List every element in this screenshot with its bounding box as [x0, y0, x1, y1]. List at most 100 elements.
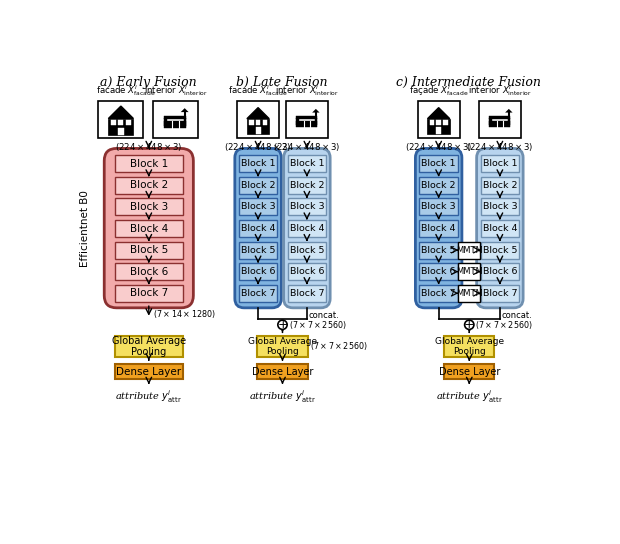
Text: +: + — [464, 318, 474, 331]
Text: Block 6: Block 6 — [130, 267, 168, 277]
Bar — [262, 120, 267, 125]
Text: MMTM: MMTM — [456, 245, 482, 255]
Text: Block 6: Block 6 — [290, 267, 324, 276]
Text: $(7 \times 7 \times 2560)$: $(7 \times 7 \times 2560)$ — [476, 319, 533, 331]
Bar — [239, 156, 278, 172]
Bar — [419, 199, 458, 215]
Text: interior $X^i_{\mathrm{interior}}$: interior $X^i_{\mathrm{interior}}$ — [468, 83, 532, 97]
Polygon shape — [247, 108, 269, 119]
Text: concat.: concat. — [309, 311, 339, 320]
Bar — [458, 242, 480, 258]
Bar — [255, 127, 260, 133]
Bar — [115, 220, 183, 237]
Text: Block 7: Block 7 — [482, 289, 517, 298]
Text: facade $X^i_{\mathrm{facade}}$: facade $X^i_{\mathrm{facade}}$ — [95, 83, 156, 97]
Text: attribute $y^i_{\mathrm{attr}}$: attribute $y^i_{\mathrm{attr}}$ — [436, 388, 503, 405]
Bar — [115, 156, 183, 172]
Text: Block 2: Block 2 — [290, 181, 324, 190]
Text: c) Intermediate Fusion: c) Intermediate Fusion — [396, 76, 541, 89]
Bar — [239, 199, 278, 215]
Text: Block 5: Block 5 — [130, 245, 168, 255]
Bar — [115, 242, 183, 258]
Text: Block 1: Block 1 — [241, 159, 275, 168]
Text: $(224 \times 448 \times 3)$: $(224 \times 448 \times 3)$ — [466, 141, 534, 153]
Bar — [315, 118, 317, 126]
Bar — [288, 220, 326, 237]
Bar — [419, 242, 458, 258]
Text: $(224 \times 448 \times 3)$: $(224 \times 448 \times 3)$ — [273, 141, 340, 153]
Text: Block 4: Block 4 — [422, 224, 456, 233]
Text: Dense Layer: Dense Layer — [438, 367, 500, 377]
Bar — [118, 128, 123, 135]
Text: Global Average
Pooling: Global Average Pooling — [248, 337, 317, 356]
Text: Block 4: Block 4 — [482, 224, 517, 233]
Text: Block 1: Block 1 — [422, 159, 456, 168]
Text: Block 6: Block 6 — [422, 267, 456, 276]
Bar — [115, 364, 183, 380]
Bar — [443, 120, 448, 125]
Text: Block 2: Block 2 — [130, 181, 168, 190]
FancyBboxPatch shape — [235, 149, 281, 308]
Text: $(224 \times 448 \times 3)$: $(224 \times 448 \times 3)$ — [405, 141, 472, 153]
Text: Block 3: Block 3 — [241, 202, 275, 212]
Bar — [239, 177, 278, 194]
Bar — [296, 118, 299, 126]
Polygon shape — [180, 108, 188, 112]
Bar — [99, 102, 143, 138]
Bar — [489, 121, 510, 127]
Text: Block 4: Block 4 — [130, 224, 168, 233]
Text: $(224 \times 448 \times 3)$: $(224 \times 448 \times 3)$ — [115, 141, 182, 153]
Text: Block 3: Block 3 — [130, 202, 168, 212]
FancyBboxPatch shape — [104, 149, 193, 308]
Bar — [237, 102, 279, 138]
Text: Block 5: Block 5 — [241, 245, 275, 255]
Text: Dense Layer: Dense Layer — [116, 367, 182, 377]
Bar — [249, 120, 254, 125]
Text: Block 2: Block 2 — [241, 181, 275, 190]
Text: Block 2: Block 2 — [422, 181, 456, 190]
Bar — [436, 120, 441, 125]
Bar — [164, 116, 187, 119]
Bar — [257, 336, 308, 357]
Text: façade $X^i_{\mathrm{facade}}$: façade $X^i_{\mathrm{facade}}$ — [409, 83, 469, 97]
Bar — [108, 119, 133, 135]
Bar — [247, 119, 269, 133]
Bar — [184, 118, 187, 126]
Bar — [239, 263, 278, 280]
Text: Block 3: Block 3 — [422, 202, 456, 212]
FancyBboxPatch shape — [283, 149, 330, 308]
Bar — [115, 285, 183, 302]
Text: $(7 \times 7 \times 2560)$: $(7 \times 7 \times 2560)$ — [289, 319, 347, 331]
Bar — [480, 220, 520, 237]
Text: concat.: concat. — [502, 311, 532, 320]
Text: Dense Layer: Dense Layer — [252, 367, 313, 377]
Bar — [115, 199, 183, 215]
Text: Block 1: Block 1 — [290, 159, 324, 168]
Polygon shape — [505, 109, 513, 113]
Bar — [115, 336, 183, 357]
Bar — [115, 177, 183, 194]
Bar — [480, 177, 520, 194]
Bar — [286, 102, 328, 138]
Bar — [164, 121, 187, 128]
Text: $(7 \times 7 \times 2560)$: $(7 \times 7 \times 2560)$ — [310, 341, 368, 353]
Bar — [479, 102, 521, 138]
Text: $(224 \times 448 \times 3)$: $(224 \times 448 \times 3)$ — [224, 141, 292, 153]
Text: MMTM: MMTM — [456, 267, 482, 276]
Text: Block 2: Block 2 — [482, 181, 517, 190]
Text: Efficientnet B0: Efficientnet B0 — [80, 190, 91, 267]
Text: Block 7: Block 7 — [130, 288, 168, 298]
Bar — [480, 242, 520, 258]
Text: b) Late Fusion: b) Late Fusion — [236, 76, 328, 89]
Text: Block 7: Block 7 — [290, 289, 324, 298]
Polygon shape — [108, 106, 133, 119]
Bar — [239, 220, 278, 237]
Bar — [296, 121, 317, 127]
Text: Block 1: Block 1 — [482, 159, 517, 168]
Text: Block 3: Block 3 — [290, 202, 324, 212]
Bar — [288, 285, 326, 302]
Bar — [430, 120, 434, 125]
Text: attribute $y^i_{\mathrm{attr}}$: attribute $y^i_{\mathrm{attr}}$ — [115, 388, 182, 405]
Bar — [480, 199, 520, 215]
Polygon shape — [428, 108, 450, 119]
